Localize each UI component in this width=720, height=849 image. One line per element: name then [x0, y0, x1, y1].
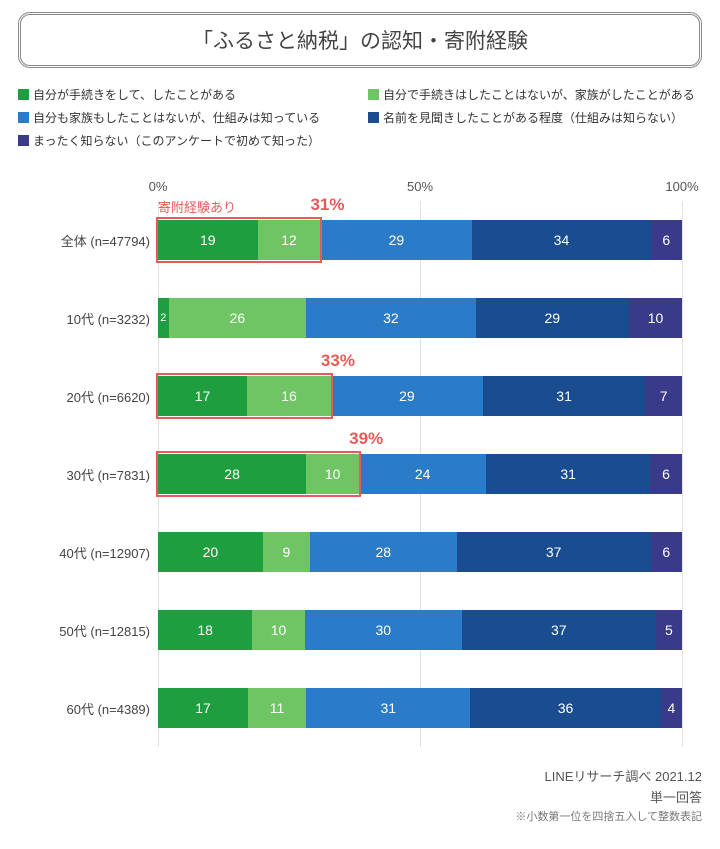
- chart-rows: 全体 (n=47794)19122934631%寄附経験あり10代 (n=323…: [158, 201, 682, 747]
- chart-row: 20代 (n=6620)17162931733%: [158, 357, 682, 435]
- axis-tick: 100%: [665, 179, 698, 194]
- legend-item: 名前を見聞きしたことがある程度（仕組みは知らない）: [368, 109, 702, 126]
- bar-segment: 37: [462, 610, 656, 650]
- highlight-percent: 33%: [321, 351, 355, 371]
- legend-item: 自分も家族もしたことはないが、仕組みは知っている: [18, 109, 352, 126]
- grid-line: [682, 201, 683, 747]
- bar-segment: 9: [263, 532, 310, 572]
- bar-segment: 29: [476, 298, 629, 338]
- stacked-bar: 20928376: [158, 532, 682, 572]
- highlight-percent: 39%: [349, 429, 383, 449]
- footer-note: ※小数第一位を四捨五入して整数表記: [18, 809, 702, 827]
- highlight-prelabel: 寄附経験あり: [158, 197, 236, 216]
- bar-segment: 36: [470, 688, 661, 728]
- axis-tick: 0%: [149, 179, 168, 194]
- bar-segment: 32: [306, 298, 475, 338]
- bar-segment: 11: [248, 688, 306, 728]
- bar-segment: 29: [331, 376, 483, 416]
- bar-segment: 4: [661, 688, 682, 728]
- bar-segment: 20: [158, 532, 263, 572]
- legend-swatch: [18, 135, 29, 146]
- chart-row: 10代 (n=3232)226322910: [158, 279, 682, 357]
- chart-row: 60代 (n=4389)171131364: [158, 669, 682, 747]
- bar-segment: 31: [486, 454, 650, 494]
- bar-segment: 31: [306, 688, 470, 728]
- row-label: 60代 (n=4389): [18, 699, 150, 718]
- bar-segment: 10: [629, 298, 682, 338]
- stacked-bar: 181030375: [158, 610, 682, 650]
- bar-segment: 12: [258, 220, 321, 260]
- chart-area: 0%50%100% 全体 (n=47794)19122934631%寄附経験あり…: [18, 179, 702, 747]
- chart-row: 全体 (n=47794)19122934631%寄附経験あり: [158, 201, 682, 279]
- chart-row: 40代 (n=12907)20928376: [158, 513, 682, 591]
- bar-segment: 17: [158, 688, 248, 728]
- axis-tick: 50%: [407, 179, 433, 194]
- legend-item: 自分で手続きはしたことはないが、家族がしたことがある: [368, 86, 702, 103]
- row-label: 30代 (n=7831): [18, 465, 150, 484]
- legend: 自分が手続きをして、したことがある 自分で手続きはしたことはないが、家族がしたこと…: [18, 86, 702, 149]
- stacked-bar: 281024316: [158, 454, 682, 494]
- bar-segment: 19: [158, 220, 258, 260]
- chart-row: 50代 (n=12815)181030375: [158, 591, 682, 669]
- bar-segment: 7: [645, 376, 682, 416]
- bar-segment: 28: [158, 454, 306, 494]
- bar-segment: 5: [656, 610, 682, 650]
- stacked-bar: 226322910: [158, 298, 682, 338]
- row-label: 40代 (n=12907): [18, 543, 150, 562]
- bar-segment: 37: [457, 532, 651, 572]
- bar-segment: 16: [247, 376, 331, 416]
- legend-swatch: [368, 112, 379, 123]
- bar-segment: 26: [169, 298, 307, 338]
- chart-title-box: 「ふるさと納税」の認知・寄附経験: [18, 12, 702, 68]
- bar-segment: 30: [305, 610, 462, 650]
- stacked-bar: 171629317: [158, 376, 682, 416]
- bar-segment: 28: [310, 532, 457, 572]
- x-axis: 0%50%100%: [158, 179, 682, 201]
- legend-item: まったく知らない（このアンケートで初めて知った）: [18, 132, 352, 149]
- bar-segment: 17: [158, 376, 247, 416]
- bar-segment: 6: [650, 454, 682, 494]
- bar-segment: 10: [252, 610, 304, 650]
- legend-label: 自分で手続きはしたことはないが、家族がしたことがある: [383, 86, 695, 103]
- stacked-bar: 191229346: [158, 220, 682, 260]
- chart-row: 30代 (n=7831)28102431639%: [158, 435, 682, 513]
- bar-segment: 31: [483, 376, 645, 416]
- legend-label: 名前を見聞きしたことがある程度（仕組みは知らない）: [383, 109, 683, 126]
- bar-segment: 18: [158, 610, 252, 650]
- row-label: 20代 (n=6620): [18, 387, 150, 406]
- chart-title: 「ふるさと納税」の認知・寄附経験: [41, 25, 679, 55]
- bar-segment: 24: [359, 454, 486, 494]
- bar-segment: 6: [651, 532, 682, 572]
- legend-swatch: [18, 89, 29, 100]
- bar-segment: 34: [472, 220, 650, 260]
- legend-swatch: [368, 89, 379, 100]
- legend-swatch: [18, 112, 29, 123]
- footer-response: 単一回答: [18, 788, 702, 809]
- bar-segment: 10: [306, 454, 359, 494]
- legend-label: 自分も家族もしたことはないが、仕組みは知っている: [33, 109, 320, 126]
- bar-segment: 2: [158, 298, 169, 338]
- footer-source: LINEリサーチ調べ 2021.12: [18, 767, 702, 788]
- chart-footer: LINEリサーチ調べ 2021.12 単一回答 ※小数第一位を四捨五入して整数表…: [18, 767, 702, 826]
- bar-segment: 6: [651, 220, 682, 260]
- legend-label: まったく知らない（このアンケートで初めて知った）: [33, 132, 320, 149]
- bar-segment: 29: [320, 220, 472, 260]
- row-label: 50代 (n=12815): [18, 621, 150, 640]
- row-label: 10代 (n=3232): [18, 309, 150, 328]
- stacked-bar: 171131364: [158, 688, 682, 728]
- row-label: 全体 (n=47794): [18, 231, 150, 250]
- legend-label: 自分が手続きをして、したことがある: [33, 86, 236, 103]
- legend-item: 自分が手続きをして、したことがある: [18, 86, 352, 103]
- highlight-percent: 31%: [310, 195, 344, 215]
